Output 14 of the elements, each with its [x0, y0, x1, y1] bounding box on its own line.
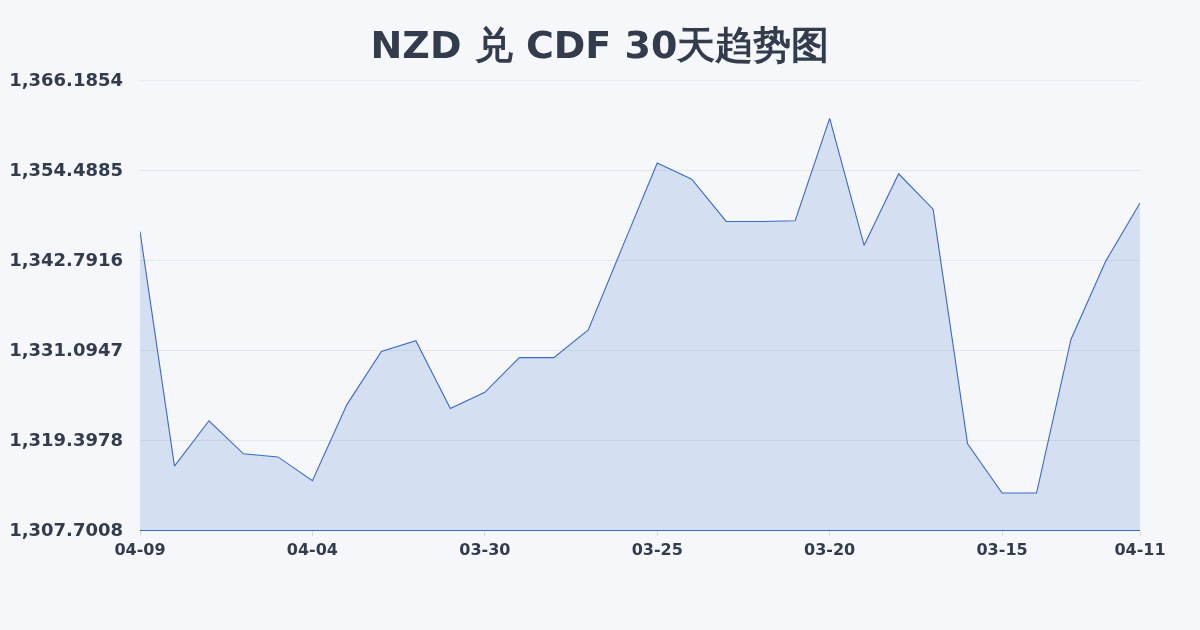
x-tick-label: 03-20 — [804, 540, 856, 560]
x-tick-label: 03-25 — [631, 540, 683, 560]
chart-title: NZD 兑 CDF 30天趋势图 — [370, 23, 830, 68]
y-tick-label: 1,319.3978 — [9, 429, 123, 451]
y-tick-label: 1,354.4885 — [9, 159, 123, 181]
y-tick-label: 1,342.7916 — [9, 249, 123, 271]
x-tick-label: 03-30 — [459, 540, 511, 560]
y-tick-label: 1,366.1854 — [9, 69, 123, 91]
x-tick-label: 04-09 — [114, 540, 166, 560]
x-tick-label: 04-11 — [1114, 540, 1166, 560]
y-tick-label: 1,307.7008 — [9, 519, 123, 541]
y-tick-label: 1,331.0947 — [9, 339, 123, 361]
x-tick-label: 04-04 — [286, 540, 338, 560]
x-tick-label: 03-15 — [976, 540, 1028, 560]
